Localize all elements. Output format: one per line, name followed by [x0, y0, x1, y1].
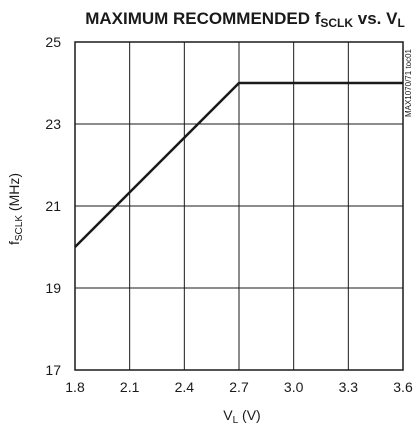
x-tick-label: 2.1	[120, 379, 140, 395]
series-line	[74, 81, 403, 248]
y-axis-label: fSCLK (MHz)	[6, 173, 25, 245]
x-tick-label: 1.8	[65, 379, 85, 395]
x-tick-label: 2.7	[229, 379, 249, 395]
chart-title-prefix: MAXIMUM RECOMMENDED f	[85, 9, 320, 28]
y-tick-label: 19	[45, 280, 61, 296]
chart-title-middle-sub: L	[397, 16, 404, 30]
y-tick-label: 17	[45, 362, 61, 378]
y-tick-label: 25	[45, 34, 61, 50]
series-group	[74, 81, 403, 248]
x-tick-label: 3.3	[339, 379, 359, 395]
chart-title-prefix-sub: SCLK	[320, 16, 353, 30]
x-tick-labels: 1.8 2.1 2.4 2.7 3.0 3.3 3.6	[65, 379, 413, 395]
x-tick-label: 3.0	[284, 379, 304, 395]
x-axis-label-main: V	[223, 407, 233, 423]
y-axis-label-sub: SCLK	[14, 215, 25, 241]
plot-frame	[74, 41, 404, 371]
figure-id: MAX1070/71 toc01	[404, 48, 413, 117]
y-axis-label-suffix: (MHz)	[6, 173, 22, 215]
y-tick-label: 21	[45, 198, 61, 214]
y-axis-label-main: f	[6, 241, 22, 245]
chart-title-middle: vs. V	[353, 9, 398, 28]
chart-title: MAXIMUM RECOMMENDED fSCLK vs. VL	[85, 9, 405, 30]
y-tick-label: 23	[45, 116, 61, 132]
x-axis-label-sub: L	[233, 415, 239, 426]
x-tick-label: 3.6	[393, 379, 413, 395]
x-tick-label: 2.4	[175, 379, 195, 395]
x-axis-label-suffix: (V)	[238, 407, 261, 423]
y-tick-labels: 17 19 21 23 25	[45, 34, 61, 378]
gridlines	[74, 41, 404, 371]
x-axis-label: VL (V)	[223, 407, 260, 426]
